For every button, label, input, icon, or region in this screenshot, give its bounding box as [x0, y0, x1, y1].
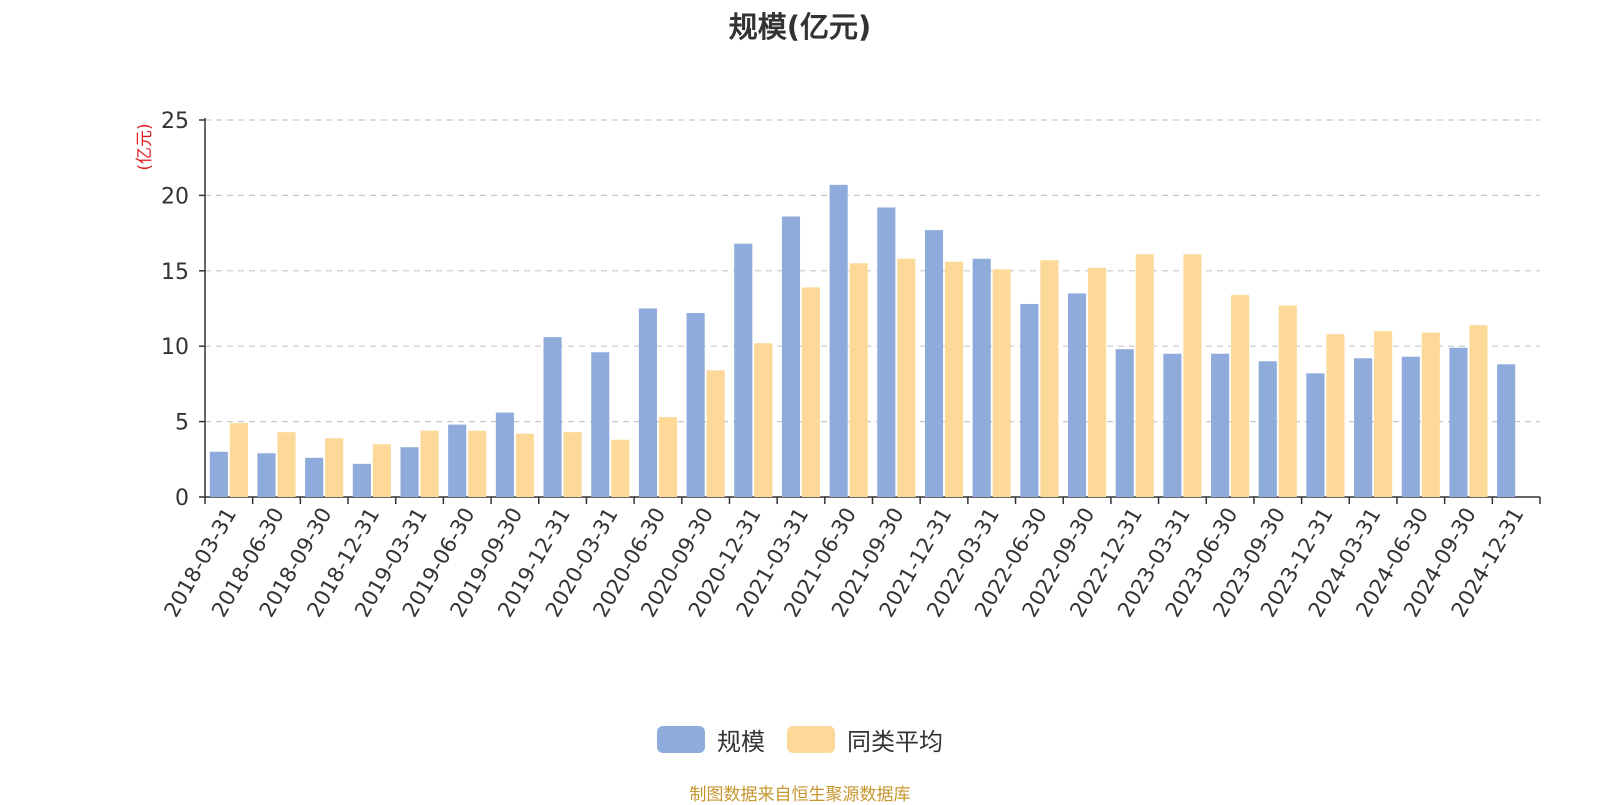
bar-peer-average: [1135, 254, 1154, 497]
bar-scale: [924, 230, 944, 498]
bar-peer-average: [944, 261, 964, 497]
bar-scale: [829, 184, 848, 497]
bar-scale: [1115, 349, 1134, 497]
bar-scale: [209, 451, 228, 497]
legend-item-peer-average[interactable]: 同类平均: [787, 722, 943, 757]
bar-peer-average: [1231, 294, 1250, 497]
bar-peer-average: [1088, 267, 1107, 497]
bar-scale: [734, 243, 753, 497]
bar-peer-average: [515, 433, 534, 497]
legend-label-peer-average: 同类平均: [847, 728, 943, 756]
bar-scale: [638, 308, 657, 497]
y-tick-label: 15: [161, 260, 189, 285]
bar-scale: [495, 412, 514, 497]
bar-peer-average: [611, 439, 630, 497]
bar-scale: [1020, 303, 1039, 497]
bar-scale: [686, 313, 705, 497]
legend-item-scale[interactable]: 规模: [657, 722, 765, 757]
legend-swatch-scale: [657, 726, 705, 753]
bar-scale: [448, 424, 467, 497]
bar-scale: [352, 463, 371, 497]
y-tick-label: 0: [175, 486, 189, 511]
y-tick-label: 5: [175, 411, 189, 436]
bar-scale: [1497, 364, 1516, 497]
bar-peer-average: [801, 287, 821, 497]
bar-scale: [1306, 373, 1325, 497]
bar-scale: [543, 337, 562, 497]
bar-scale: [1258, 361, 1277, 497]
bar-scale: [1211, 353, 1230, 497]
bar-peer-average: [1183, 254, 1202, 497]
bar-peer-average: [325, 438, 344, 497]
bar-scale: [257, 453, 276, 497]
bar-peer-average: [706, 370, 725, 497]
y-tick-label: 10: [161, 335, 189, 360]
bar-peer-average: [1278, 305, 1297, 497]
bar-peer-average: [229, 423, 248, 497]
bar-scale: [591, 352, 610, 497]
y-tick-label: 25: [161, 109, 189, 134]
y-axis-label: (亿元): [135, 123, 155, 170]
legend-label-scale: 规模: [717, 728, 765, 756]
bar-peer-average: [372, 444, 391, 497]
bar-peer-average: [468, 430, 487, 497]
bar-peer-average: [1421, 332, 1440, 497]
legend: 规模 同类平均: [0, 722, 1600, 757]
bar-peer-average: [1374, 331, 1393, 497]
bar-scale: [781, 216, 801, 497]
bar-scale: [1067, 293, 1087, 497]
bar-scale: [1401, 356, 1420, 497]
bar-peer-average: [420, 430, 439, 497]
bar-scale: [1449, 347, 1468, 497]
bar-scale: [305, 457, 324, 497]
bar-peer-average: [1326, 334, 1345, 497]
bar-scale: [1354, 358, 1373, 497]
bar-scale: [1163, 353, 1182, 497]
chart-title: 规模(亿元): [728, 10, 872, 44]
bar-peer-average: [897, 258, 916, 497]
bar-scale: [972, 258, 991, 497]
y-tick-label: 20: [161, 184, 189, 209]
bar-scale: [877, 207, 896, 498]
bar-peer-average: [563, 432, 582, 497]
bar-peer-average: [992, 269, 1011, 497]
bar-scale: [400, 447, 419, 497]
bar-peer-average: [658, 417, 678, 497]
bar-peer-average: [1040, 260, 1059, 497]
legend-swatch-peer-average: [787, 726, 835, 753]
bar-peer-average: [1469, 325, 1488, 497]
bar-peer-average: [849, 263, 868, 497]
bar-peer-average: [754, 343, 773, 497]
footer-source: 制图数据来自恒生聚源数据库: [689, 785, 911, 805]
bar-peer-average: [277, 432, 296, 497]
